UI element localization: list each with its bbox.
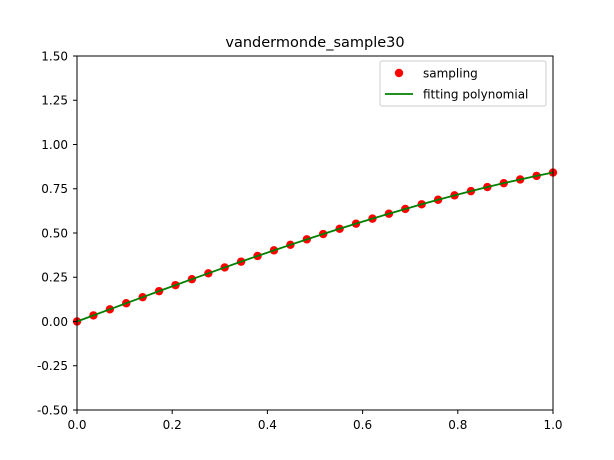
y-tick-label: 0.75 [41, 182, 68, 196]
y-tick-label: 1.00 [41, 138, 68, 152]
x-tick-label: 0.0 [67, 418, 86, 432]
y-axis: -0.50 -0.25 0.00 0.25 0.50 0.75 1.00 1.25 1.50 [37, 49, 77, 417]
chart-title: vandermonde_sample30 [225, 35, 404, 51]
y-tick-label: -0.25 [37, 359, 68, 373]
y-tick-label: 1.25 [41, 94, 68, 108]
plot-area [72, 168, 558, 326]
x-tick-label: 1.0 [543, 418, 562, 432]
fitting-polynomial-line [76, 171, 554, 323]
x-tick-label: 0.8 [448, 418, 467, 432]
legend-sampling-label: sampling [423, 67, 478, 81]
legend: sampling fitting polynomial [379, 60, 547, 107]
legend-fitting-polynomial-label: fitting polynomial [423, 88, 528, 102]
y-tick-label: 0.00 [41, 315, 68, 329]
x-tick-label: 0.6 [353, 418, 372, 432]
x-tick-label: 0.2 [163, 418, 182, 432]
y-tick-label: 0.50 [41, 226, 68, 240]
legend-box [379, 60, 547, 107]
y-tick-label: 1.50 [41, 49, 68, 63]
y-tick-label: 0.25 [41, 271, 68, 285]
x-axis: 0.0 0.2 0.4 0.6 0.8 1.0 [67, 410, 563, 432]
legend-sampling-marker [394, 68, 404, 78]
x-tick-label: 0.4 [258, 418, 277, 432]
y-tick-label: -0.50 [37, 403, 68, 417]
